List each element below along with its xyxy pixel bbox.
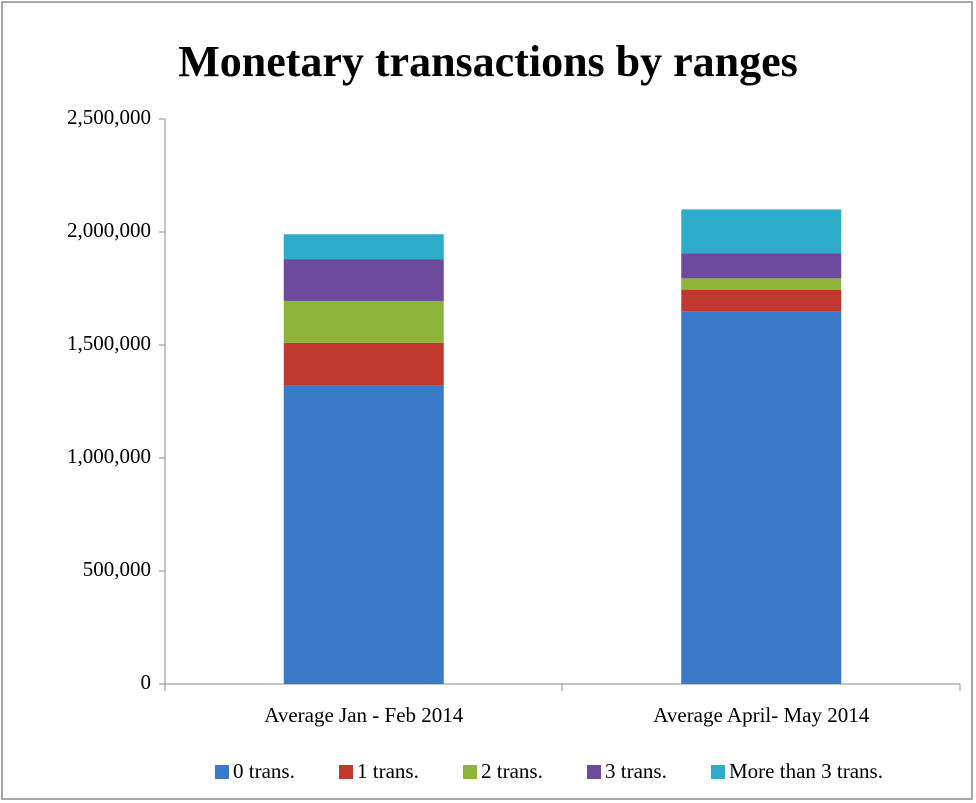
- legend-label: 2 trans.: [481, 759, 543, 783]
- chart-title: Monetary transactions by ranges: [178, 37, 798, 86]
- x-tick-label: Average Jan - Feb 2014: [264, 703, 464, 727]
- bar-segment: [681, 278, 842, 290]
- bar-segment: [283, 259, 444, 301]
- legend-label: 1 trans.: [357, 759, 419, 783]
- bar-segment: [283, 300, 444, 343]
- bar-segment: [283, 342, 444, 386]
- legend-swatch: [463, 765, 477, 779]
- y-tick-label: 500,000: [83, 557, 151, 581]
- y-tick-label: 1,000,000: [67, 444, 151, 468]
- bar-segment: [283, 385, 444, 684]
- y-tick-label: 0: [141, 670, 152, 694]
- legend-label: 0 trans.: [233, 759, 295, 783]
- bar-segment: [681, 311, 842, 684]
- legend-swatch: [339, 765, 353, 779]
- y-tick-label: 1,500,000: [67, 331, 151, 355]
- legend-swatch: [587, 765, 601, 779]
- bar-segment: [283, 234, 444, 260]
- y-tick-label: 2,000,000: [67, 218, 151, 242]
- bar-segment: [681, 209, 842, 254]
- legend-swatch: [215, 765, 229, 779]
- bar-segment: [681, 253, 842, 279]
- bar-segment: [681, 289, 842, 312]
- legend-label: More than 3 trans.: [729, 759, 883, 783]
- legend-swatch: [711, 765, 725, 779]
- y-tick-label: 2,500,000: [67, 105, 151, 129]
- x-tick-label: Average April- May 2014: [653, 703, 869, 727]
- legend-label: 3 trans.: [605, 759, 667, 783]
